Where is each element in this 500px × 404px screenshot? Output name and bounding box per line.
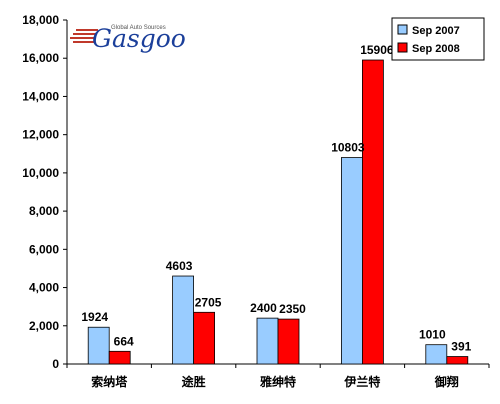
category-label: 伊兰特 bbox=[343, 374, 380, 389]
bars bbox=[87, 59, 469, 365]
bar-sep-2007 bbox=[172, 275, 195, 365]
y-tick-label: 2,000 bbox=[29, 319, 59, 333]
category-label: 索纳塔 bbox=[91, 374, 128, 389]
data-labels: 索纳塔 1924 664 途胜 4603 2705 雅绅特 2400 2350 伊兰特 10803 1… bbox=[81, 43, 471, 389]
bar-sep-2008 bbox=[446, 356, 469, 365]
bar-sep-2007 bbox=[256, 317, 279, 365]
category-label: 雅绅特 bbox=[259, 374, 296, 389]
logo-stripes-icon bbox=[70, 29, 98, 43]
gasgoo-logo: Global Auto Sources Gasgoo bbox=[70, 24, 186, 53]
y-tick-label: 14,000 bbox=[22, 89, 59, 103]
legend-swatch-sep-2008 bbox=[397, 42, 408, 53]
data-label: 1924 bbox=[81, 310, 108, 324]
data-label: 10803 bbox=[331, 141, 365, 155]
data-label: 2705 bbox=[195, 295, 222, 309]
category-label: 御翔 bbox=[434, 374, 459, 389]
legend-label-sep-2008: Sep 2008 bbox=[412, 43, 460, 55]
category-label: 途胜 bbox=[182, 374, 206, 389]
bar-sep-2008 bbox=[193, 311, 216, 365]
logo-wordmark: Gasgoo bbox=[92, 24, 186, 53]
data-label: 1010 bbox=[419, 328, 446, 342]
legend: Sep 2007 Sep 2008 bbox=[391, 17, 485, 61]
data-label: 391 bbox=[451, 340, 471, 354]
y-tick-label: 4,000 bbox=[29, 281, 59, 295]
legend-swatch-sep-2007 bbox=[397, 24, 408, 35]
y-tick-label: 10,000 bbox=[22, 166, 59, 180]
data-label: 15906 bbox=[360, 43, 394, 57]
y-tick-label: 12,000 bbox=[22, 128, 59, 142]
data-label: 2400 bbox=[250, 301, 277, 315]
data-label: 2350 bbox=[279, 302, 306, 316]
bar-sep-2007 bbox=[87, 326, 110, 365]
y-tick-label: 6,000 bbox=[29, 242, 59, 256]
bar-sep-2007 bbox=[425, 344, 448, 365]
y-tick-label: 18,000 bbox=[22, 13, 59, 27]
data-label: 664 bbox=[114, 334, 134, 348]
y-tick-label: 8,000 bbox=[29, 204, 59, 218]
data-label: 4603 bbox=[166, 259, 193, 273]
logo-tagline: Global Auto Sources bbox=[111, 25, 166, 31]
bar-sep-2008 bbox=[108, 350, 131, 365]
axes: 0 2,000 4,000 6,000 8,000 10,000 12,000 14,000 1… bbox=[22, 13, 490, 371]
y-tick-label: 16,000 bbox=[22, 51, 59, 65]
y-tick-label: 0 bbox=[52, 357, 59, 371]
bar-sep-2007 bbox=[340, 157, 363, 365]
bar-sep-2008 bbox=[361, 59, 384, 365]
bar-sep-2008 bbox=[277, 318, 300, 365]
legend-label-sep-2007: Sep 2007 bbox=[412, 25, 460, 37]
